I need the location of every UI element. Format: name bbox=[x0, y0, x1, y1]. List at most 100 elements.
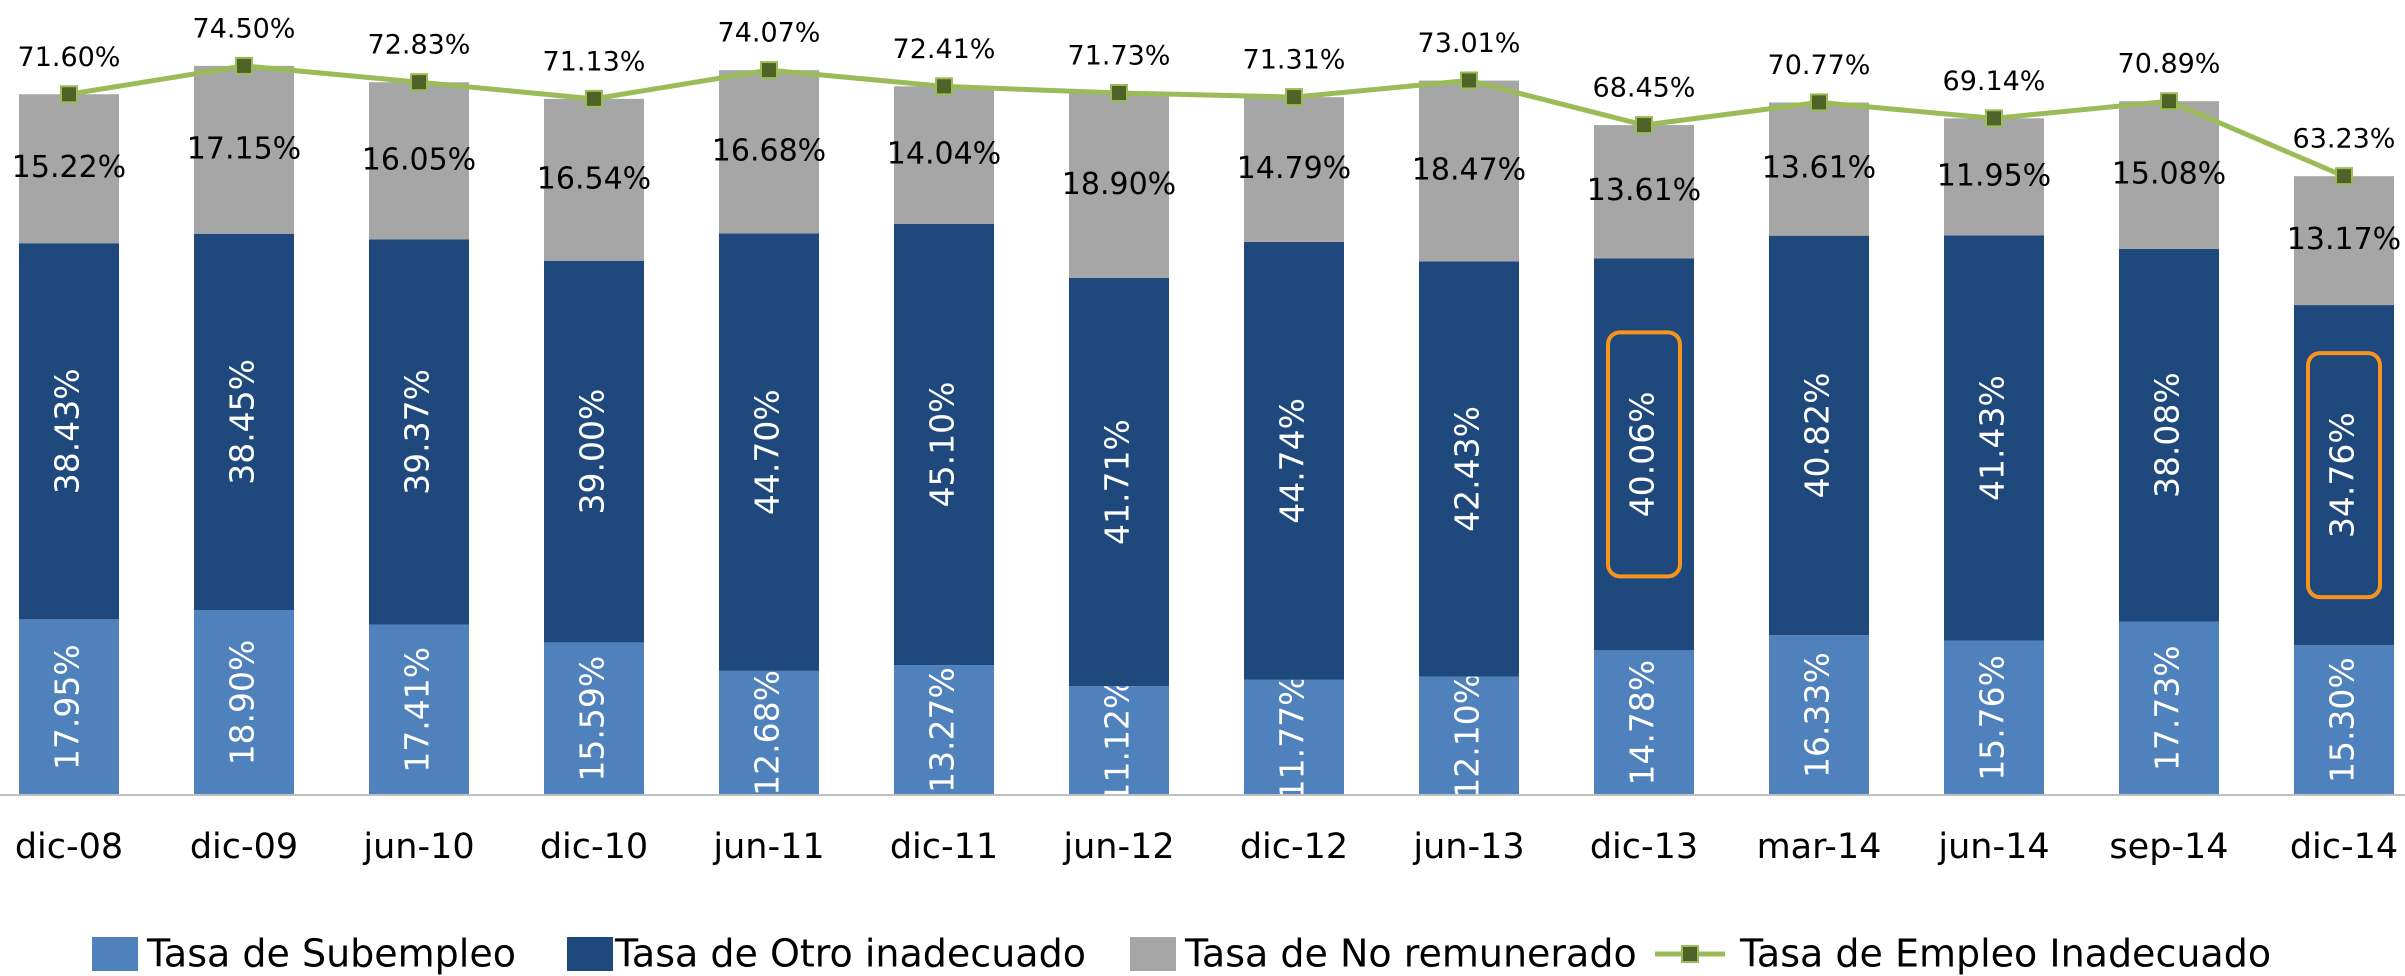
data-label: 17.95% bbox=[48, 644, 87, 770]
data-label: 71.31% bbox=[1243, 45, 1346, 76]
bar-segment bbox=[719, 70, 819, 234]
x-tick-label: sep-14 bbox=[2109, 827, 2228, 867]
bar-segment bbox=[1244, 97, 1344, 242]
data-label: 63.23% bbox=[2293, 124, 2396, 155]
data-label: 71.60% bbox=[18, 42, 121, 73]
data-label: 18.90% bbox=[223, 640, 262, 766]
data-label: 72.83% bbox=[368, 30, 471, 61]
data-label: 11.12% bbox=[1098, 678, 1137, 804]
line bbox=[68, 63, 2345, 179]
bar-segment bbox=[1769, 102, 1869, 236]
bar-segment bbox=[194, 65, 294, 234]
bar-segment bbox=[194, 610, 294, 795]
bar-segment bbox=[1944, 640, 2044, 795]
data-label: 13.61% bbox=[1587, 173, 1701, 208]
marker bbox=[585, 89, 603, 108]
data-label: 73.01% bbox=[1418, 28, 1521, 59]
bar-segment bbox=[2294, 176, 2394, 306]
data-label: 38.45% bbox=[223, 359, 262, 485]
bar-segment bbox=[544, 642, 644, 795]
bar-segment bbox=[19, 243, 119, 620]
data-label: 15.76% bbox=[1973, 655, 2012, 781]
marker bbox=[410, 73, 428, 92]
data-label: 15.22% bbox=[12, 150, 126, 185]
data-label: 15.59% bbox=[573, 656, 612, 782]
legend-label: Tasa de Subempleo bbox=[146, 932, 516, 976]
x-tick-label: jun-13 bbox=[1412, 827, 1524, 867]
data-label: 41.43% bbox=[1973, 375, 2012, 501]
data-label: 14.04% bbox=[887, 137, 1001, 172]
bar-segment bbox=[2119, 248, 2219, 622]
bar-segment bbox=[19, 619, 119, 795]
bar-segment bbox=[1069, 277, 1169, 687]
data-label: 69.14% bbox=[1943, 66, 2046, 97]
marker bbox=[235, 56, 253, 75]
bar-segment bbox=[1419, 261, 1519, 677]
bar-segment bbox=[1419, 676, 1519, 795]
data-label: 14.78% bbox=[1623, 660, 1662, 786]
marker bbox=[2160, 92, 2178, 111]
data-label: 44.70% bbox=[748, 389, 787, 515]
data-label: 17.41% bbox=[398, 647, 437, 773]
data-label: 71.73% bbox=[1068, 40, 1171, 71]
data-label: 16.68% bbox=[712, 133, 826, 168]
data-label: 13.61% bbox=[1762, 151, 1876, 186]
legend-swatch bbox=[92, 937, 138, 971]
data-label: 12.68% bbox=[748, 670, 787, 796]
data-label: 18.90% bbox=[1062, 167, 1176, 202]
x-tick-label: dic-13 bbox=[1590, 827, 1698, 867]
bar-segment bbox=[194, 233, 294, 611]
legend-swatch bbox=[1130, 937, 1176, 971]
data-label: 38.08% bbox=[2148, 372, 2187, 498]
data-label: 42.43% bbox=[1448, 406, 1487, 532]
x-tick-label: dic-11 bbox=[890, 827, 998, 867]
data-label: 15.30% bbox=[2323, 657, 2362, 783]
x-tick-label: jun-12 bbox=[1062, 827, 1174, 867]
data-label: 68.45% bbox=[1593, 73, 1696, 104]
bar-segment bbox=[1944, 118, 2044, 236]
highlight-box bbox=[1606, 330, 1682, 579]
legend-label: Tasa de Otro inadecuado bbox=[614, 932, 1086, 976]
data-label: 34.76% bbox=[2323, 412, 2362, 538]
data-label: 11.77% bbox=[1273, 674, 1312, 800]
bar-segment bbox=[369, 239, 469, 625]
bar-segment bbox=[2119, 621, 2219, 795]
bar-segment bbox=[1244, 679, 1344, 795]
bar-segment bbox=[1594, 125, 1694, 259]
bar-segment bbox=[1069, 686, 1169, 795]
x-tick-label: dic-08 bbox=[15, 827, 123, 867]
data-label: 74.07% bbox=[718, 18, 821, 49]
bar-segment bbox=[1944, 235, 2044, 641]
bar-segment bbox=[369, 624, 469, 795]
data-label: 16.33% bbox=[1798, 652, 1837, 778]
legend-label: Tasa de No remunerado bbox=[1184, 932, 1637, 976]
data-label: 18.47% bbox=[1412, 152, 1526, 187]
data-label: 17.15% bbox=[187, 131, 301, 166]
x-tick-label: dic-14 bbox=[2290, 827, 2398, 867]
bar-segment bbox=[1419, 80, 1519, 262]
data-label: 11.95% bbox=[1937, 158, 2051, 193]
x-tick-label: dic-09 bbox=[190, 827, 298, 867]
data-label: 44.74% bbox=[1273, 398, 1312, 524]
marker bbox=[60, 85, 78, 104]
data-label: 74.50% bbox=[193, 13, 296, 44]
bar-segment bbox=[719, 233, 819, 671]
marker bbox=[935, 77, 953, 96]
marker bbox=[1110, 83, 1128, 102]
data-label: 71.13% bbox=[543, 46, 646, 77]
bar-segment bbox=[1594, 650, 1694, 795]
bar-segment bbox=[2294, 305, 2394, 646]
bar-segment bbox=[894, 86, 994, 224]
bar-segment bbox=[894, 665, 994, 795]
x-tick-label: jun-10 bbox=[362, 827, 474, 867]
data-label: 40.06% bbox=[1623, 391, 1662, 517]
data-label: 39.37% bbox=[398, 369, 437, 495]
bar-segment bbox=[2294, 645, 2394, 795]
x-tick-label: jun-14 bbox=[1937, 827, 2049, 867]
x-tick-label: dic-10 bbox=[540, 827, 648, 867]
bar-segment bbox=[1594, 258, 1694, 651]
legend-label: Tasa de Empleo Inadecuado bbox=[1739, 932, 2271, 976]
data-label: 70.77% bbox=[1768, 50, 1871, 81]
data-label: 70.89% bbox=[2118, 49, 2221, 80]
